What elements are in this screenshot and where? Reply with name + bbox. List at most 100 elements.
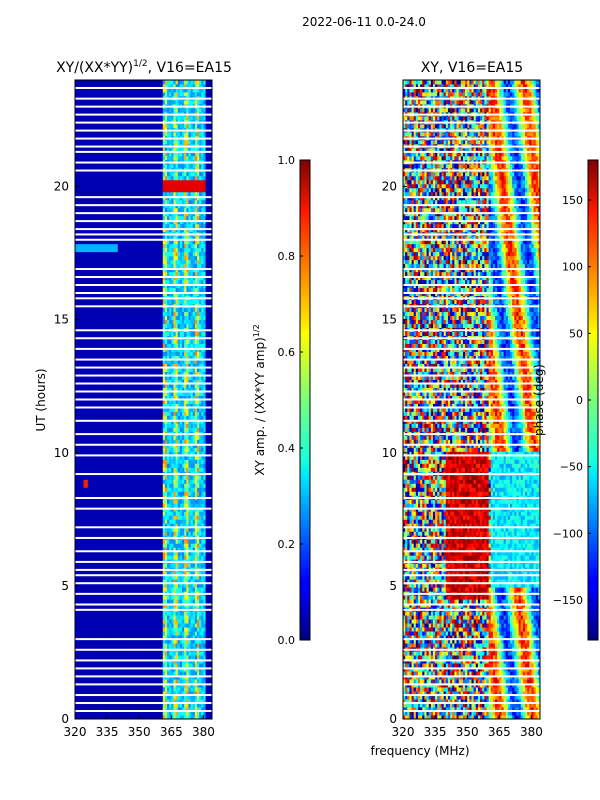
- heatmap-cell: [184, 523, 187, 528]
- heatmap-cell: [152, 575, 155, 580]
- heatmap-cell: [126, 707, 129, 712]
- heatmap-cell: [128, 423, 132, 428]
- heatmap-cell: [77, 627, 80, 632]
- heatmap-cell: [199, 699, 202, 704]
- heatmap-cell: [194, 415, 198, 420]
- heatmap-cell: [147, 707, 151, 712]
- heatmap-cell: [117, 423, 121, 428]
- heatmap-cell: [139, 531, 142, 536]
- heatmap-cell: [98, 699, 102, 704]
- heatmap-cell: [175, 663, 179, 668]
- heatmap-cell: [75, 695, 78, 700]
- heatmap-cell: [141, 695, 144, 700]
- heatmap-cell: [167, 411, 170, 416]
- heatmap-cell: [209, 599, 213, 604]
- heatmap-cell: [98, 679, 102, 684]
- heatmap-cell: [177, 595, 181, 600]
- heatmap-cell: [149, 455, 153, 460]
- heatmap-cell: [92, 583, 95, 588]
- heatmap-cell: [132, 551, 136, 556]
- heatmap-cell: [102, 563, 106, 568]
- heatmap-cell: [207, 451, 211, 456]
- heatmap-cell: [111, 695, 114, 700]
- heatmap-cell: [186, 655, 189, 660]
- heatmap-cell: [79, 411, 82, 416]
- heatmap-cell: [126, 475, 129, 480]
- heatmap-cell: [85, 619, 89, 624]
- heatmap-cell: [87, 435, 91, 440]
- heatmap-cell: [162, 463, 166, 468]
- heatmap-cell: [192, 615, 196, 620]
- heatmap-cell: [160, 623, 164, 628]
- heatmap-cell: [203, 571, 206, 576]
- heatmap-cell: [94, 627, 97, 632]
- heatmap-cell: [175, 639, 179, 644]
- heatmap-row: [75, 479, 213, 484]
- heatmap-cell: [96, 487, 99, 492]
- heatmap-cell: [102, 691, 106, 696]
- heatmap-cell: [169, 707, 172, 712]
- heatmap-cell: [177, 655, 181, 660]
- heatmap-cell: [188, 539, 191, 544]
- heatmap-cell: [169, 595, 172, 600]
- heatmap-cell: [184, 511, 187, 516]
- heatmap-cell: [102, 579, 106, 584]
- heatmap-cell: [186, 479, 189, 484]
- heatmap-cell: [197, 707, 200, 712]
- heatmap-cell: [85, 599, 89, 604]
- heatmap-cell: [197, 455, 200, 460]
- heatmap-cell: [158, 511, 162, 516]
- heatmap-cell: [184, 715, 187, 720]
- heatmap-cell: [122, 423, 125, 428]
- heatmap-cell: [109, 519, 112, 524]
- heatmap-cell: [188, 491, 191, 496]
- heatmap-cell: [190, 479, 194, 484]
- heatmap-cell: [115, 575, 119, 580]
- heatmap-cell: [87, 415, 91, 420]
- heatmap-cell: [199, 483, 202, 488]
- heatmap-cell: [171, 707, 174, 712]
- heatmap-cell: [83, 499, 87, 504]
- heatmap-cell: [81, 623, 84, 628]
- heatmap-cell: [156, 583, 159, 588]
- heatmap-cell: [154, 691, 157, 696]
- heatmap-cell: [143, 615, 147, 620]
- heatmap-cell: [111, 459, 114, 464]
- heatmap-cell: [205, 551, 209, 556]
- heatmap-cell: [194, 447, 198, 452]
- heatmap-cell: [197, 619, 200, 624]
- heatmap-cell: [134, 579, 138, 584]
- heatmap-cell: [115, 439, 119, 444]
- heatmap-cell: [119, 547, 123, 552]
- heatmap-cell: [171, 703, 174, 708]
- heatmap-cell: [184, 619, 187, 624]
- heatmap-cell: [89, 579, 93, 584]
- heatmap-cell: [100, 627, 104, 632]
- heatmap-cell: [152, 679, 155, 684]
- heatmap-cell: [149, 595, 153, 600]
- heatmap-cell: [79, 527, 82, 532]
- heatmap-cell: [194, 547, 198, 552]
- heatmap-cell: [192, 563, 196, 568]
- heatmap-cell: [190, 571, 194, 576]
- heatmap-cell: [85, 531, 89, 536]
- heatmap-row: [75, 627, 213, 632]
- heatmap-cell: [117, 563, 121, 568]
- panel-amplitude-title-suffix: , V16=EA15: [148, 60, 232, 76]
- heatmap-cell: [173, 503, 177, 508]
- heatmap-cell: [194, 663, 198, 668]
- heatmap-cell: [192, 527, 196, 532]
- heatmap-cell: [113, 487, 117, 492]
- heatmap-cell: [81, 655, 84, 660]
- heatmap-cell: [192, 619, 196, 624]
- heatmap-cell: [102, 435, 106, 440]
- heatmap-cell: [188, 555, 191, 560]
- heatmap-cell: [128, 703, 132, 708]
- heatmap-cell: [107, 451, 110, 456]
- heatmap-cell: [154, 539, 157, 544]
- heatmap-cell: [117, 655, 121, 660]
- heatmap-cell: [102, 551, 106, 556]
- heatmap-cell: [205, 615, 209, 620]
- heatmap-cell: [115, 651, 119, 656]
